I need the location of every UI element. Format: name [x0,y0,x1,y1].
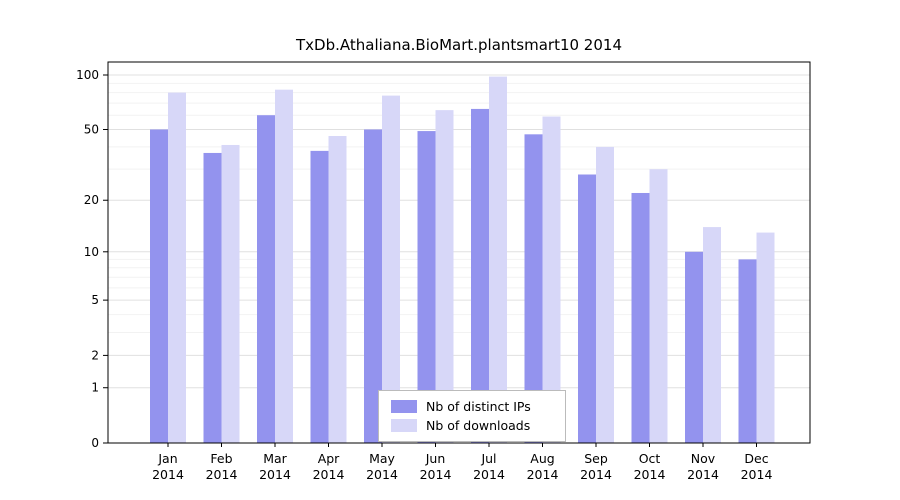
bar-distinct-ips-oct [631,192,650,443]
legend-item-downloads: Nb of downloads [391,416,553,434]
x-month-label: Sep [584,451,608,466]
legend-label-downloads: Nb of downloads [426,417,531,433]
bar-downloads-aug [542,116,561,444]
bar-distinct-ips-nov [685,251,703,443]
bar-distinct-ips-jul [471,108,489,443]
x-year-label: 2014 [741,467,773,482]
y-tick-label: 5 [91,293,99,307]
x-month-label: Apr [318,451,340,466]
y-tick-label: 50 [84,122,99,136]
bar-distinct-ips-sep [578,174,596,444]
bar-downloads-dec [756,232,775,443]
bar-downloads-mar [275,89,293,444]
x-month-label: May [369,451,395,466]
x-year-label: 2014 [152,467,184,482]
bar-downloads-oct [649,169,668,443]
plot-border [107,61,811,444]
bar-downloads-feb [221,144,240,443]
x-year-label: 2014 [313,467,345,482]
y-tick-label: 1 [91,381,99,395]
legend: Nb of distinct IPs Nb of downloads [378,390,566,442]
x-year-label: 2014 [366,467,398,482]
x-month-label: Aug [530,451,554,466]
bar-distinct-ips-may [364,129,382,443]
x-month-label: Feb [210,451,232,466]
bar-downloads-jul [489,76,507,443]
bar-distinct-ips-dec [738,259,757,443]
y-tick-label: 20 [84,193,99,207]
x-year-label: 2014 [687,467,719,482]
y-tick-label: 100 [76,68,99,82]
legend-item-distinct-ips: Nb of distinct IPs [391,397,553,415]
x-month-label: Jan [157,451,177,466]
bar-distinct-ips-aug [524,134,543,443]
legend-swatch-downloads [391,418,417,432]
x-month-label: Jul [480,451,496,466]
x-year-label: 2014 [420,467,452,482]
x-month-label: Oct [639,451,661,466]
bar-distinct-ips-apr [310,150,329,443]
bar-downloads-jun [435,110,454,444]
x-month-label: Mar [263,451,287,466]
y-tick-label: 0 [91,436,99,450]
x-year-label: 2014 [580,467,612,482]
legend-label-distinct-ips: Nb of distinct IPs [426,398,531,414]
bar-downloads-nov [703,227,721,443]
y-tick-label: 10 [84,245,99,259]
x-year-label: 2014 [527,467,559,482]
bar-downloads-jan [168,92,186,443]
x-year-label: 2014 [206,467,238,482]
x-month-label: Dec [744,451,768,466]
x-year-label: 2014 [634,467,666,482]
x-month-label: Jun [425,451,446,466]
bar-distinct-ips-mar [257,115,275,443]
chart-title: TxDb.Athaliana.BioMart.plantsmart10 2014 [295,36,622,54]
bar-downloads-may [382,95,400,444]
x-year-label: 2014 [259,467,291,482]
x-month-label: Nov [691,451,716,466]
bar-distinct-ips-jun [417,131,436,443]
y-tick-label: 2 [91,348,99,362]
bar-distinct-ips-jan [150,129,168,443]
bar-distinct-ips-feb [203,152,222,443]
x-year-label: 2014 [473,467,505,482]
bar-downloads-sep [596,146,614,443]
bar-downloads-apr [328,135,347,444]
legend-swatch-distinct-ips [391,399,417,413]
